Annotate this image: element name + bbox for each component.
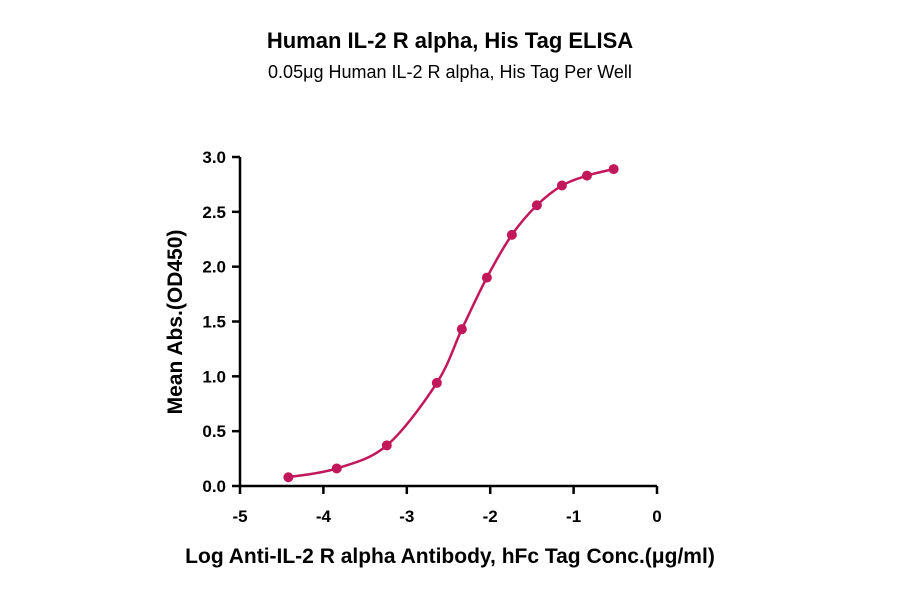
y-tick-label: 1.5 bbox=[202, 313, 226, 332]
x-tick-label: -1 bbox=[566, 507, 581, 526]
curve-layer bbox=[288, 167, 614, 479]
chart-subtitle: 0.05μg Human IL-2 R alpha, His Tag Per W… bbox=[268, 62, 632, 82]
axes: 0.0 0.5 1.0 1.5 2.0 2.5 3.0 -5 -4 -3 -2 -1 0 bbox=[202, 148, 661, 526]
data-point bbox=[283, 472, 294, 483]
data-point bbox=[581, 170, 592, 181]
data-point bbox=[331, 463, 342, 474]
x-tick-label: -2 bbox=[483, 507, 498, 526]
chart-title: Human IL-2 R alpha, His Tag ELISA bbox=[266, 28, 634, 53]
points-layer bbox=[283, 164, 619, 483]
data-point bbox=[431, 377, 442, 388]
data-point bbox=[481, 272, 492, 283]
y-tick-label: 1.0 bbox=[202, 367, 226, 386]
y-tick-label: 0.5 bbox=[202, 422, 226, 441]
data-point bbox=[531, 200, 542, 211]
y-tick-label: 2.0 bbox=[202, 258, 226, 277]
x-tick-label: -5 bbox=[232, 507, 247, 526]
data-point bbox=[456, 324, 467, 335]
fit-curve bbox=[288, 167, 614, 479]
data-point bbox=[381, 440, 392, 451]
x-axis-title: Log Anti-IL-2 R alpha Antibody, hFc Tag … bbox=[185, 545, 715, 568]
y-tick-label: 0.0 bbox=[202, 477, 226, 496]
y-axis-title: Mean Abs.(OD450) bbox=[164, 230, 187, 415]
data-point bbox=[608, 164, 619, 175]
x-tick-label: 0 bbox=[652, 507, 661, 526]
x-tick-label: -3 bbox=[399, 507, 414, 526]
data-point bbox=[556, 180, 567, 191]
y-tick-label: 3.0 bbox=[202, 148, 226, 167]
x-tick-label: -4 bbox=[316, 507, 332, 526]
y-tick-label: 2.5 bbox=[202, 203, 226, 222]
data-point bbox=[506, 229, 517, 240]
